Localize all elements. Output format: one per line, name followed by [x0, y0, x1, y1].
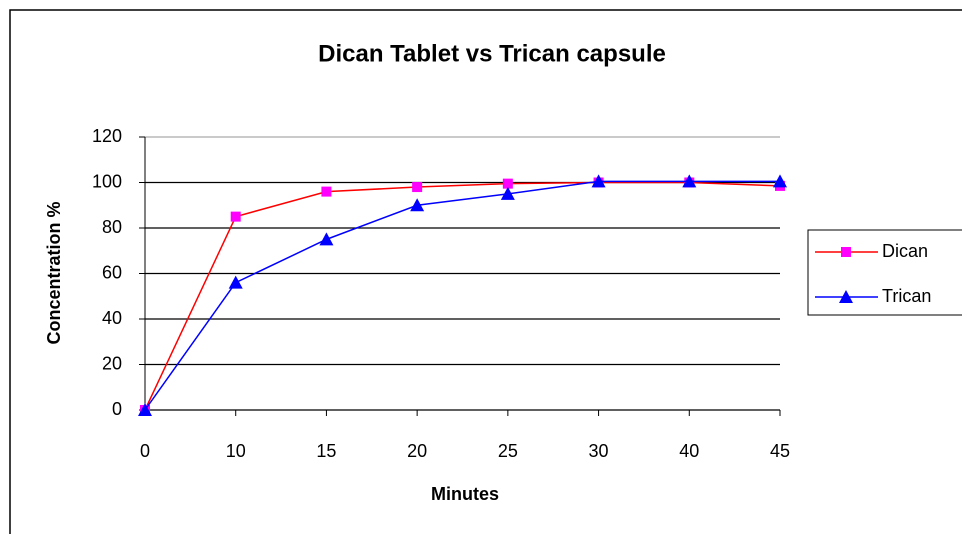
data-point [412, 182, 423, 193]
chart-title: Dican Tablet vs Trican capsule [318, 40, 666, 67]
series-line [144, 180, 780, 411]
x-tick-label: 30 [589, 441, 609, 461]
x-tick-label: 45 [770, 441, 790, 461]
y-tick-label: 60 [102, 262, 122, 282]
y-tick-label: 0 [112, 399, 122, 419]
data-point [319, 232, 334, 246]
legend-label: Dican [882, 241, 928, 261]
chart-border [9, 9, 962, 534]
x-tick-label: 0 [140, 441, 150, 461]
x-tick-label: 20 [407, 441, 427, 461]
data-point [591, 174, 606, 188]
data-point [321, 186, 332, 197]
x-tick-label: 40 [679, 441, 699, 461]
data-point [228, 275, 243, 289]
y-tick-label: 20 [102, 353, 122, 373]
x-tick-label: 25 [498, 441, 518, 461]
data-point [410, 198, 425, 212]
legend-box [807, 229, 962, 316]
y-tick-label: 80 [102, 217, 122, 237]
data-point [773, 174, 787, 188]
data-point [230, 211, 241, 222]
data-point [502, 178, 513, 189]
data-point [500, 186, 515, 200]
y-tick-label: 40 [102, 308, 122, 328]
data-point [682, 174, 697, 188]
y-tick-label: 120 [92, 126, 122, 146]
series-line [144, 181, 781, 411]
legend-marker [841, 247, 851, 257]
x-axis-title: Minutes [431, 484, 499, 504]
data-point [138, 403, 152, 416]
x-tick-label: 10 [226, 441, 246, 461]
legend-label: Trican [882, 286, 931, 306]
legend-marker [839, 290, 853, 303]
y-tick-label: 100 [92, 171, 122, 191]
y-axis-title: Concentration % [44, 201, 64, 344]
x-tick-label: 15 [316, 441, 336, 461]
